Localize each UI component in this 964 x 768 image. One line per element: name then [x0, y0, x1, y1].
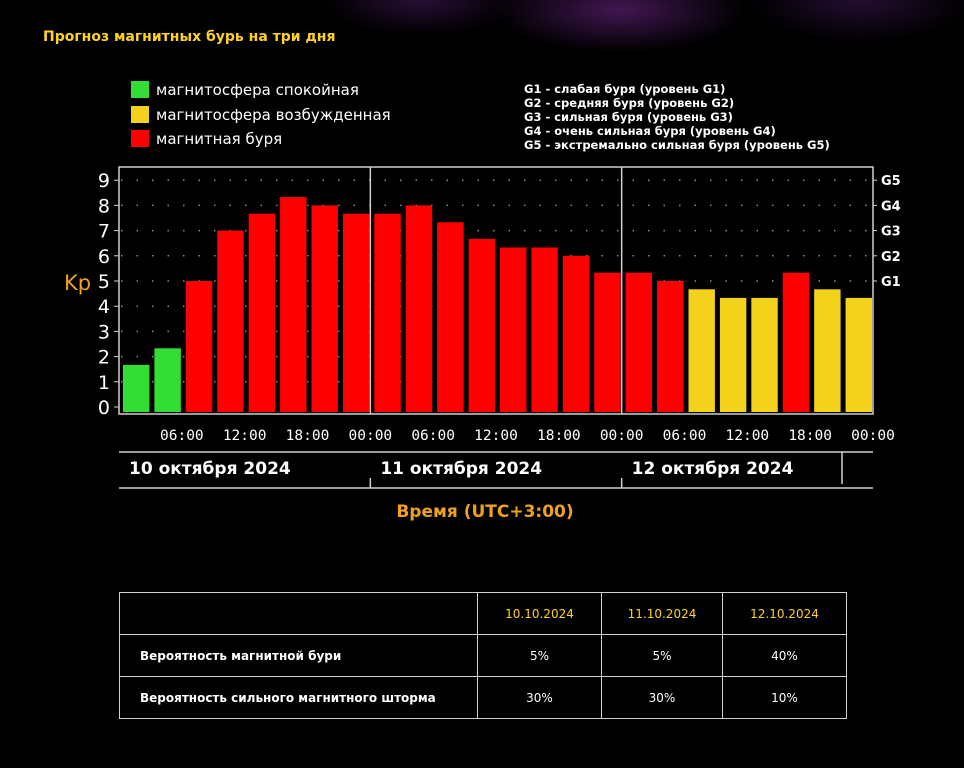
y-tick-label: 7: [98, 221, 110, 243]
table-header-date-2: 11.10.2024: [601, 592, 723, 635]
kp-forecast-chart: магнитосфера спокойная магнитосфера возбу…: [64, 81, 901, 522]
g-level-label: G3: [881, 225, 901, 240]
date-label: 10 октября 2024: [129, 459, 291, 479]
x-tick-label: 06:00: [160, 428, 204, 444]
x-tick-label: 18:00: [788, 428, 832, 444]
table-header-row: 10.10.2024 11.10.2024 12.10.2024: [119, 592, 847, 635]
y-tick-label: 4: [98, 296, 110, 318]
bar: [594, 272, 621, 412]
table-header-date-1: 10.10.2024: [477, 592, 602, 635]
x-tick-label: 06:00: [411, 428, 455, 444]
bar: [562, 255, 590, 412]
bar: [374, 213, 401, 412]
y-tick-label: 0: [98, 397, 110, 419]
bar: [688, 289, 715, 412]
g-legend-item: G3 - сильная буря (уровень G3): [524, 110, 733, 124]
x-tick-label: 18:00: [537, 428, 581, 444]
g-legend-item: G5 - экстремально сильная буря (уровень …: [524, 138, 830, 152]
table-cell: 5%: [601, 634, 723, 677]
bar: [719, 297, 747, 412]
y-tick-label: 1: [98, 372, 110, 394]
bar: [405, 205, 433, 412]
bar: [154, 348, 181, 412]
table-cell: 40%: [722, 634, 847, 677]
bar: [531, 247, 558, 412]
x-tick-label: 12:00: [223, 428, 267, 444]
row-label-strong-storm-probability: Вероятность сильного магнитного шторма: [119, 676, 478, 719]
page-title: Прогноз магнитных бурь на три дня: [43, 29, 336, 45]
g-level-label: G4: [881, 199, 901, 214]
legend-label: магнитная буря: [156, 130, 282, 148]
row-label-storm-probability: Вероятность магнитной бури: [119, 634, 478, 677]
x-tick-label: 06:00: [663, 428, 707, 444]
bar: [625, 272, 653, 412]
y-tick-label: 3: [98, 321, 110, 343]
bar: [437, 222, 464, 412]
legend-swatch: [131, 130, 149, 147]
bar: [123, 364, 150, 412]
table-cell: 10%: [722, 676, 847, 719]
x-tick-label: 00:00: [851, 428, 895, 444]
bar: [217, 230, 244, 412]
bar: [185, 281, 213, 412]
bar: [782, 272, 810, 412]
g-level-label: G2: [881, 250, 901, 265]
x-tick-label: 12:00: [726, 428, 770, 444]
table-cell: 5%: [477, 634, 602, 677]
plot-frame: [118, 166, 874, 415]
bar: [657, 281, 684, 412]
bar: [845, 297, 872, 412]
x-tick-label: 00:00: [600, 428, 644, 444]
table-row: Вероятность магнитной бури 5% 5% 40%: [119, 634, 847, 677]
legend-label: магнитосфера спокойная: [156, 81, 359, 99]
table-row: Вероятность сильного магнитного шторма 3…: [119, 676, 847, 719]
date-label: 12 октября 2024: [632, 459, 794, 479]
y-tick-label: 2: [98, 347, 110, 369]
header-background: [0, 0, 964, 70]
g-level-label: G5: [881, 174, 901, 189]
bar: [248, 213, 276, 412]
table-header-date-3: 12.10.2024: [722, 592, 847, 635]
x-tick-label: 18:00: [286, 428, 330, 444]
bar: [311, 205, 338, 412]
x-tick-label: 12:00: [474, 428, 518, 444]
bar: [280, 197, 307, 412]
bar: [342, 213, 370, 412]
g-legend-item: G1 - слабая буря (уровень G1): [524, 82, 725, 96]
bar: [500, 247, 527, 412]
probability-table: 10.10.2024 11.10.2024 12.10.2024 Вероятн…: [119, 592, 847, 719]
bar: [814, 289, 841, 412]
g-legend-item: G2 - средняя буря (уровень G2): [524, 96, 734, 110]
bar: [751, 297, 778, 412]
y-tick-label: 8: [98, 195, 110, 217]
y-tick-label: 5: [98, 271, 110, 293]
table-header-empty: [119, 592, 478, 635]
y-axis-label: Kp: [64, 271, 91, 295]
table-cell: 30%: [477, 676, 602, 719]
x-tick-label: 00:00: [349, 428, 393, 444]
legend-label: магнитосфера возбужденная: [156, 106, 391, 124]
table-cell: 30%: [601, 676, 723, 719]
bar: [468, 238, 495, 412]
legend-swatch: [131, 106, 149, 123]
g-legend-item: G4 - очень сильная буря (уровень G4): [524, 124, 776, 138]
y-tick-label: 6: [98, 246, 110, 268]
x-axis-label: Время (UTC+3:00): [396, 502, 573, 522]
y-tick-label: 9: [98, 170, 110, 192]
date-label: 11 октября 2024: [380, 459, 542, 479]
g-level-label: G1: [881, 275, 901, 290]
legend-swatch: [131, 81, 149, 98]
